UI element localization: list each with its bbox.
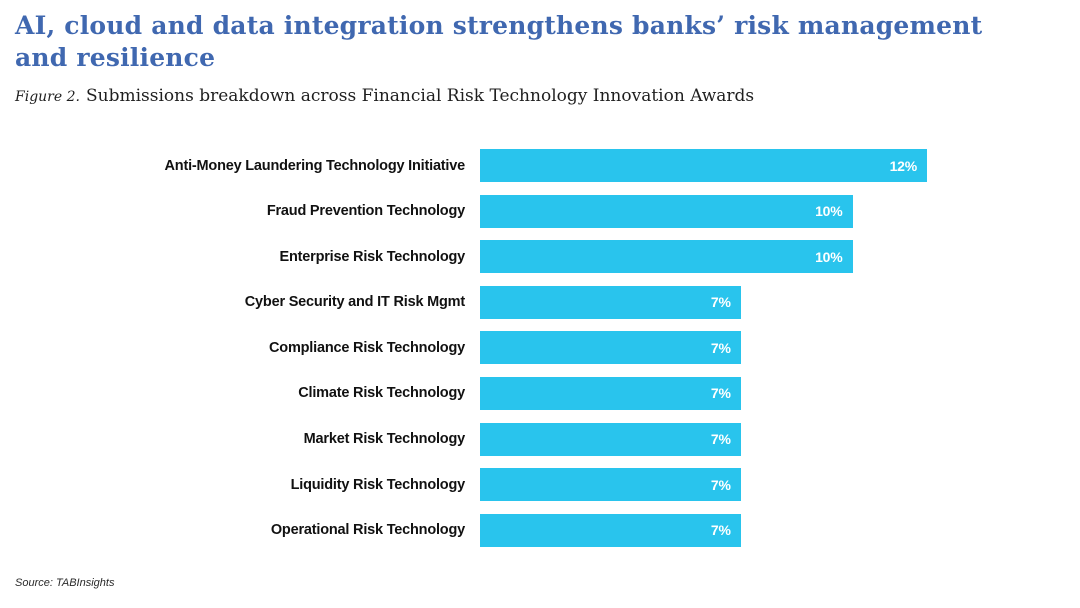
- chart-header: AI, cloud and data integration strengthe…: [15, 10, 1065, 108]
- bar-value-label: 7%: [710, 294, 731, 311]
- page-title-line-1: AI, cloud and data integration strengthe…: [15, 11, 983, 40]
- chart-row: Enterprise Risk Technology 10%: [0, 240, 1080, 274]
- bar-track: 7%: [480, 513, 927, 547]
- figure-number-label: Figure 2.: [15, 89, 80, 105]
- category-label: Liquidity Risk Technology: [290, 476, 466, 493]
- bar-chart: Anti-Money Laundering Technology Initiat…: [0, 149, 1080, 559]
- bar-value-label: 7%: [710, 339, 731, 356]
- chart-row: Operational Risk Technology 7%: [0, 513, 1080, 547]
- bar-track: 10%: [480, 194, 927, 228]
- chart-row: Cyber Security and IT Risk Mgmt 7%: [0, 285, 1080, 319]
- chart-row: Liquidity Risk Technology 7%: [0, 468, 1080, 502]
- category-label: Market Risk Technology: [303, 431, 466, 448]
- bar-track: 7%: [480, 331, 927, 365]
- chart-row: Climate Risk Technology 7%: [0, 376, 1080, 410]
- bar-value-label: 10%: [815, 203, 843, 220]
- bar-value-label: 10%: [815, 248, 843, 265]
- bar-track: 7%: [480, 376, 927, 410]
- bar: 7%: [480, 468, 741, 502]
- bar: 12%: [480, 149, 927, 182]
- chart-row: Anti-Money Laundering Technology Initiat…: [0, 149, 1080, 182]
- bar-value-label: 7%: [710, 476, 731, 493]
- bar-track: 12%: [480, 149, 927, 182]
- chart-row: Fraud Prevention Technology 10%: [0, 194, 1080, 228]
- page-title: AI, cloud and data integration strengthe…: [15, 10, 1065, 74]
- bar: 7%: [480, 513, 741, 547]
- page-title-line-2: and resilience: [15, 43, 216, 72]
- bar-value-label: 12%: [889, 157, 918, 174]
- category-label: Fraud Prevention Technology: [266, 203, 465, 220]
- bar: 7%: [480, 376, 741, 410]
- category-label: Cyber Security and IT Risk Mgmt: [244, 294, 465, 311]
- bar-track: 7%: [480, 285, 927, 319]
- bar-value-label: 7%: [710, 522, 731, 539]
- category-label: Compliance Risk Technology: [269, 339, 465, 356]
- chart-row: Market Risk Technology 7%: [0, 422, 1080, 456]
- bar: 7%: [480, 331, 741, 365]
- bar: 7%: [480, 422, 741, 456]
- bar-track: 7%: [480, 468, 927, 502]
- bar-value-label: 7%: [710, 385, 731, 402]
- chart-row: Compliance Risk Technology 7%: [0, 331, 1080, 365]
- bar-track: 10%: [480, 240, 927, 274]
- category-label: Anti-Money Laundering Technology Initiat…: [164, 157, 466, 174]
- figure-caption-text: Submissions breakdown across Financial R…: [85, 86, 755, 106]
- bar: 10%: [480, 194, 853, 228]
- category-label: Enterprise Risk Technology: [279, 248, 466, 265]
- category-label: Climate Risk Technology: [298, 385, 465, 402]
- bar-track: 7%: [480, 422, 927, 456]
- bar-value-label: 7%: [710, 431, 731, 448]
- source-attribution: Source: TABInsights: [15, 577, 115, 589]
- figure-caption: Figure 2. Submissions breakdown across Fi…: [15, 85, 1065, 108]
- chart-footer: Source: TABInsights: [15, 577, 114, 589]
- bar: 7%: [480, 285, 741, 319]
- category-label: Operational Risk Technology: [270, 522, 465, 539]
- bar: 10%: [480, 240, 853, 274]
